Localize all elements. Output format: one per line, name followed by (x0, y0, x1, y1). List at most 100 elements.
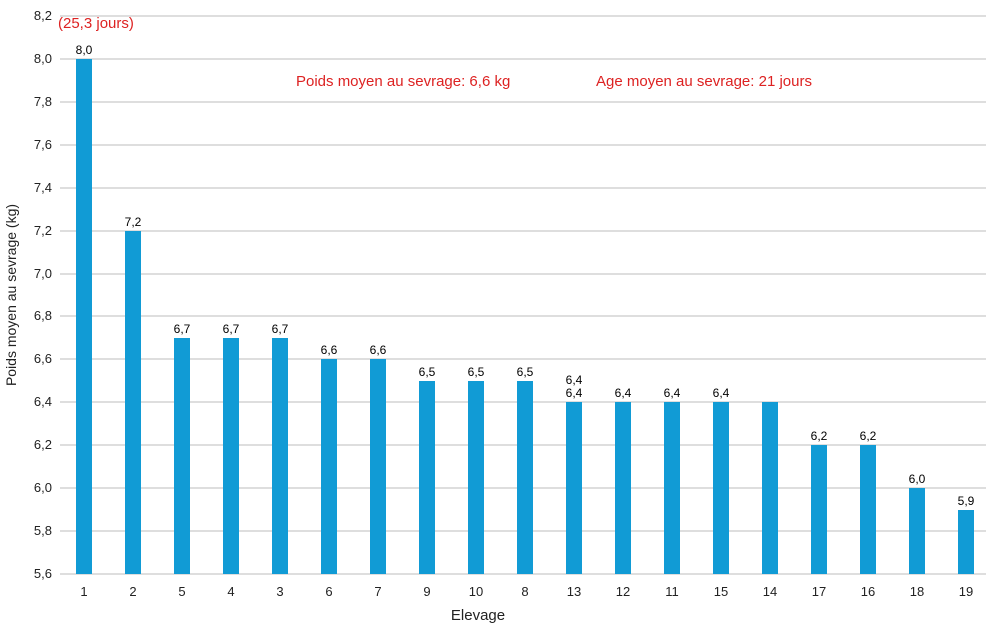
bar-value-label: 6,0 (895, 473, 939, 486)
gridline (60, 573, 986, 575)
x-tick-label: 4 (227, 584, 235, 599)
bar-value-line: 6,7 (222, 322, 240, 336)
plot-area: 8,0 7,2 6,7 6,7 6,7 6,6 6,6 6,5 6,5 6,5 6,4 6,4 6,4 6… (60, 15, 986, 575)
bar (909, 488, 925, 574)
y-tick-label: 5,6 (33, 566, 52, 581)
bar-value-label: 6,6 (307, 344, 351, 357)
y-tick-label: 6,6 (33, 351, 52, 367)
bar-value-label: 7,2 (111, 216, 155, 229)
bar-value-line: 6,0 (908, 472, 926, 486)
bar (664, 402, 680, 574)
bar-value-label: 6,4 (699, 387, 743, 400)
bar (223, 338, 239, 574)
y-tick-label: 7,0 (33, 265, 52, 281)
bar (370, 359, 386, 574)
bar-value-line: 6,4 (712, 386, 730, 400)
bar-value-line: 6,2 (859, 429, 877, 443)
gridline (60, 143, 986, 146)
gridline (60, 15, 986, 17)
x-axis-title: Elevage (450, 607, 506, 624)
bar-value-label: 6,4 (650, 387, 694, 400)
bar-value-line: 6,4 (565, 373, 583, 387)
x-tick-label: 18 (909, 584, 925, 599)
bar-value-line: 6,2 (810, 429, 828, 443)
bar-value-line: 6,4 (614, 386, 632, 400)
y-tick-label: 6,0 (33, 480, 52, 496)
y-tick-label: 5,8 (33, 523, 52, 539)
bar-value-line: 6,6 (320, 343, 338, 357)
bar (615, 402, 631, 574)
bar-value-line: 6,4 (565, 386, 583, 400)
x-tick-label: 6 (325, 584, 333, 599)
y-tick-label: 7,6 (33, 136, 52, 152)
bar (860, 445, 876, 574)
annotation-mean-weight: Poids moyen au sevrage: 6,6 kg (296, 73, 511, 90)
y-tick-label: 7,2 (33, 222, 52, 238)
x-tick-label: 14 (762, 584, 778, 599)
x-tick-label: 12 (615, 584, 631, 599)
bar-value-label: 8,0 (62, 44, 106, 57)
x-tick-label: 19 (958, 584, 974, 599)
y-tick-label: 6,4 (33, 394, 52, 410)
bar-value-line: 6,4 (663, 386, 681, 400)
bar-value-label: 6,7 (209, 323, 253, 336)
bar (272, 338, 288, 574)
annotation-age-note: (25,3 jours) (58, 15, 134, 32)
x-tick-label: 3 (276, 584, 284, 599)
bar-value-label: 6,2 (846, 430, 890, 443)
bar-value-label: 6,5 (454, 366, 498, 379)
x-tick-label: 9 (423, 584, 431, 599)
y-tick-label: 6,2 (33, 437, 52, 453)
x-tick-label: 7 (374, 584, 382, 599)
bar (566, 402, 582, 574)
x-tick-label: 5 (178, 584, 186, 599)
gridline (60, 315, 986, 318)
bar (713, 402, 729, 574)
gridline (60, 100, 986, 103)
bar-value-line: 6,5 (418, 365, 436, 379)
bar (958, 510, 974, 574)
gridline (60, 57, 986, 60)
bar-value-line: 6,7 (271, 322, 289, 336)
x-tick-label: 13 (566, 584, 582, 599)
bar-value-label: 6,4 6,4 (552, 374, 596, 400)
x-tick-label: 10 (468, 584, 484, 599)
x-tick-label: 2 (129, 584, 137, 599)
y-tick-label: 7,8 (33, 93, 52, 109)
bar-value-line: 6,5 (516, 365, 534, 379)
gridline (60, 186, 986, 189)
bar-value-label: 6,6 (356, 344, 400, 357)
x-tick-label: 8 (521, 584, 529, 599)
bar-value-line: 5,9 (957, 494, 975, 508)
bar (419, 381, 435, 574)
bar (762, 402, 778, 574)
x-tick-label: 16 (860, 584, 876, 599)
bar (125, 231, 141, 574)
bar-value-line: 6,6 (369, 343, 387, 357)
bar (517, 381, 533, 574)
bar-value-line: 8,0 (75, 43, 93, 57)
gridline (60, 358, 986, 361)
bar-value-label: 5,9 (944, 495, 986, 508)
bar-value-line: 7,2 (124, 215, 142, 229)
gridline (60, 229, 986, 232)
bar-value-label: 6,4 (601, 387, 645, 400)
y-tick-label: 8,2 (33, 8, 52, 23)
bar (174, 338, 190, 574)
bar (811, 445, 827, 574)
x-tick-label: 15 (713, 584, 729, 599)
annotation-mean-age: Age moyen au sevrage: 21 jours (596, 73, 812, 90)
y-tick-label: 6,8 (33, 308, 52, 324)
y-tick-label: 7,4 (33, 179, 52, 195)
bar-value-label: 6,7 (258, 323, 302, 336)
y-tick-label: 8,0 (33, 50, 52, 66)
bar-value-line: 6,5 (467, 365, 485, 379)
x-tick-label: 11 (665, 584, 679, 599)
gridline (60, 272, 986, 275)
bar (468, 381, 484, 574)
bar-value-label: 6,5 (405, 366, 449, 379)
bar-value-label: 6,7 (160, 323, 204, 336)
bar-value-label: 6,2 (797, 430, 841, 443)
x-tick-label: 1 (80, 584, 88, 599)
